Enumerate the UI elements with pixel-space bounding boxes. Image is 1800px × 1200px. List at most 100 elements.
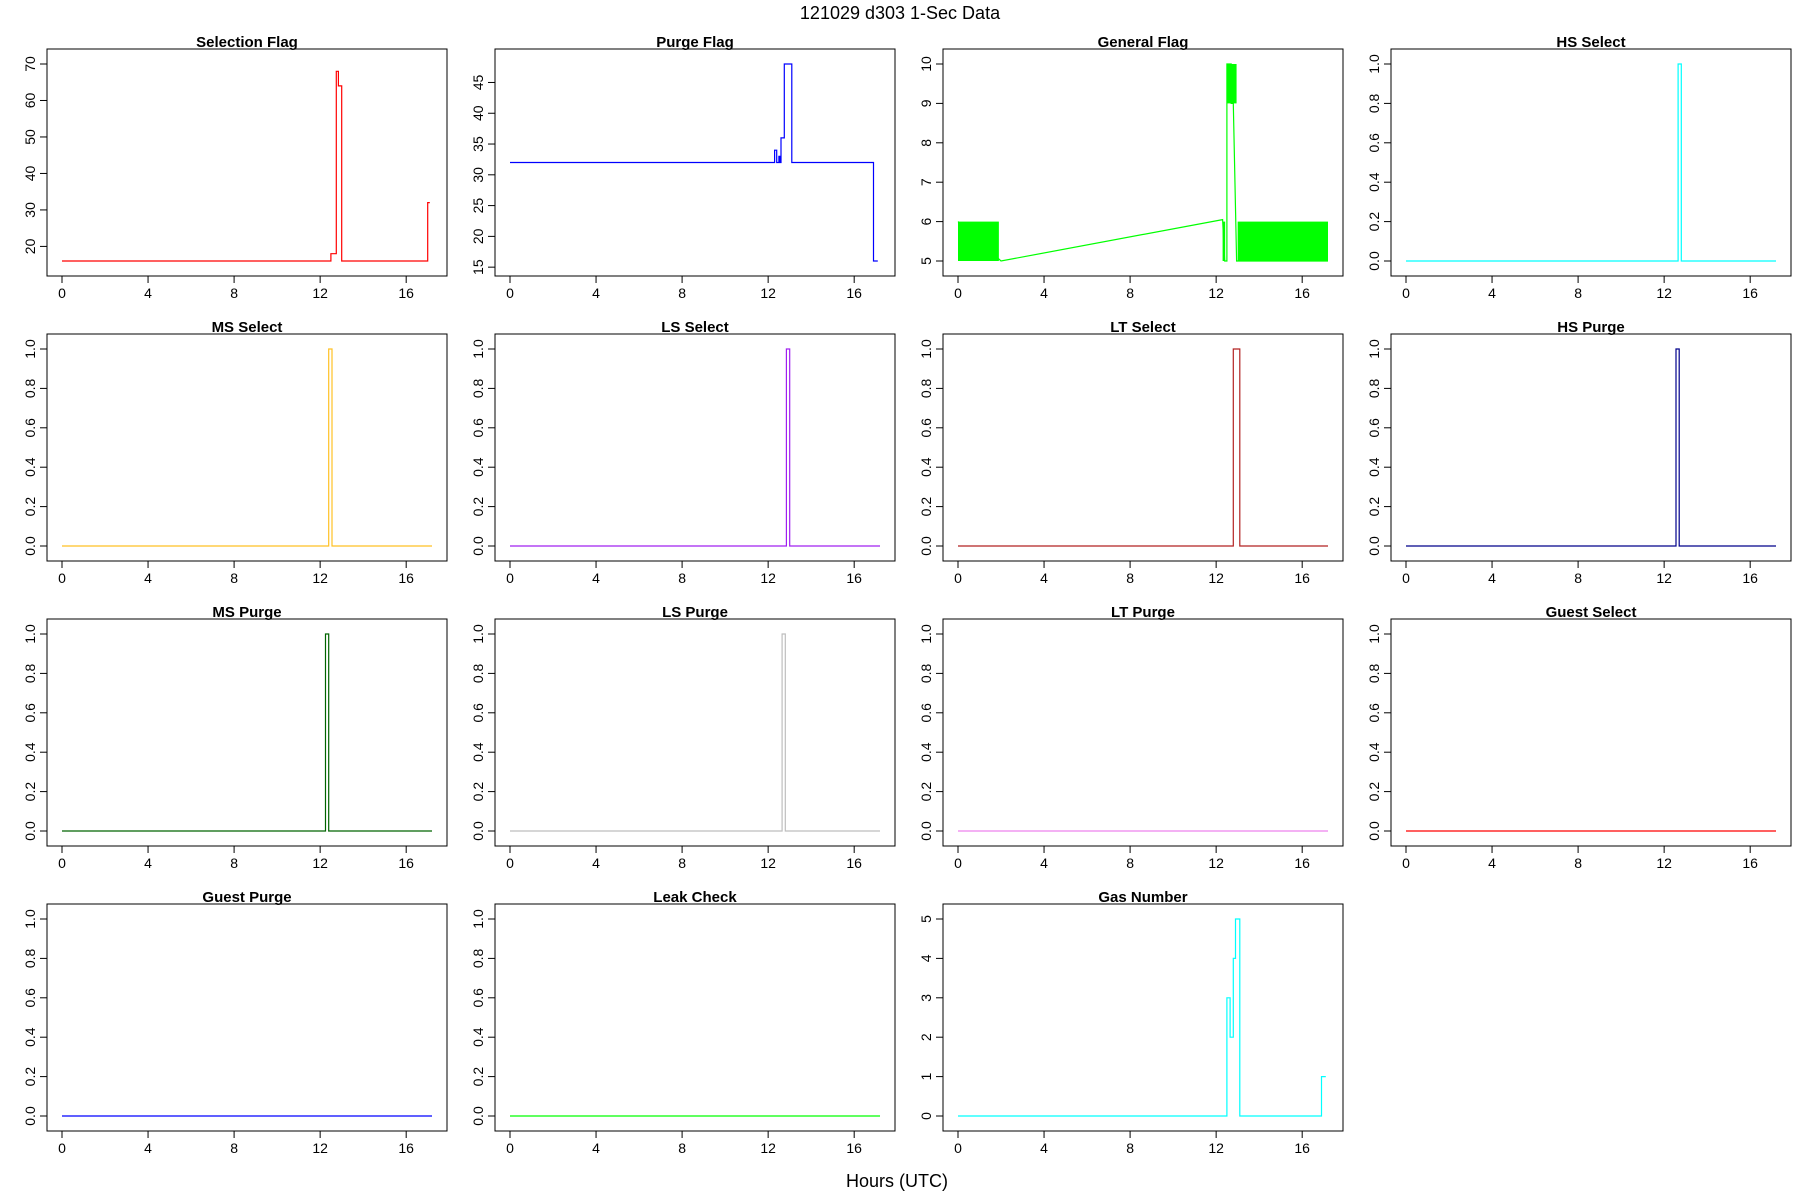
series-line — [958, 918, 1326, 1117]
y-tick-label: 30 — [22, 202, 38, 218]
y-tick-label: 45 — [470, 74, 486, 90]
x-tick-label: 12 — [1208, 1140, 1224, 1156]
x-tick-label: 12 — [312, 285, 328, 301]
x-tick-label: 16 — [846, 1140, 862, 1156]
x-tick-label: 0 — [58, 570, 66, 586]
series-line — [62, 633, 432, 832]
y-tick-label: 0.8 — [918, 378, 934, 398]
x-tick-label: 4 — [144, 570, 152, 586]
panel-hs-select: HS Select 0 4 8 12 16 0.0 0.2 0.4 0.6 0.8 1.0 — [1366, 34, 1792, 301]
series-line — [62, 348, 432, 547]
y-tick-label: 0.0 — [1366, 821, 1382, 841]
y-tick-label: 0.8 — [1366, 378, 1382, 398]
x-tick-label: 0 — [58, 1140, 66, 1156]
y-tick-label: 0.8 — [470, 378, 486, 398]
x-tick-label: 12 — [1208, 285, 1224, 301]
x-tick-label: 16 — [846, 285, 862, 301]
figure-title: 121029 d303 1-Sec Data — [800, 3, 1001, 23]
y-tick-label: 6 — [918, 217, 934, 225]
x-tick-label: 12 — [312, 570, 328, 586]
y-tick-label: 10 — [918, 56, 934, 72]
y-tick-label: 20 — [470, 228, 486, 244]
x-tick-label: 8 — [1126, 1140, 1134, 1156]
x-tick-label: 12 — [760, 570, 776, 586]
x-tick-label: 12 — [1208, 855, 1224, 871]
series-line — [510, 633, 880, 832]
x-tick-label: 0 — [506, 855, 514, 871]
y-tick-label: 0.8 — [1366, 93, 1382, 113]
y-tick-label: 0.2 — [918, 782, 934, 802]
x-tick-label: 0 — [58, 285, 66, 301]
x-tick-label: 8 — [1126, 855, 1134, 871]
x-tick-label: 16 — [398, 855, 414, 871]
x-tick-label: 0 — [954, 1140, 962, 1156]
panel-ls-select: LS Select 0 4 8 12 16 0.0 0.2 0.4 0.6 0.8 1.0 — [470, 319, 896, 586]
x-tick-label: 4 — [1040, 285, 1048, 301]
x-tick-label: 12 — [312, 855, 328, 871]
y-tick-label: 8 — [918, 139, 934, 147]
x-tick-label: 12 — [760, 1140, 776, 1156]
x-tick-label: 16 — [1294, 570, 1310, 586]
panel-frame — [942, 903, 1344, 1132]
panel-title: MS Purge — [212, 604, 281, 621]
panel-frame — [46, 903, 448, 1132]
x-tick-label: 8 — [678, 285, 686, 301]
y-tick-label: 0.2 — [470, 497, 486, 517]
y-tick-label: 35 — [470, 136, 486, 152]
x-tick-label: 8 — [230, 570, 238, 586]
y-tick-label: 0.8 — [1366, 663, 1382, 683]
y-tick-label: 0.2 — [1366, 212, 1382, 232]
x-tick-label: 12 — [760, 285, 776, 301]
panel-title: LS Select — [661, 319, 729, 336]
x-tick-label: 4 — [592, 1140, 600, 1156]
y-tick-label: 1.0 — [1366, 339, 1382, 359]
y-tick-label: 0.2 — [22, 782, 38, 802]
x-tick-label: 12 — [312, 1140, 328, 1156]
series-line — [958, 348, 1328, 547]
y-tick-label: 40 — [22, 165, 38, 181]
x-tick-label: 0 — [954, 855, 962, 871]
panel-purge-flag: Purge Flag 0 4 8 12 16 15 20 25 30 35 40 45 — [470, 34, 896, 301]
panel-frame — [942, 333, 1344, 562]
panel-frame — [46, 618, 448, 847]
x-tick-label: 8 — [1574, 570, 1582, 586]
figure-xlabel: Hours (UTC) — [846, 1171, 948, 1191]
y-tick-label: 60 — [22, 92, 38, 108]
x-tick-label: 16 — [398, 570, 414, 586]
x-tick-label: 4 — [1040, 570, 1048, 586]
x-tick-label: 16 — [1742, 855, 1758, 871]
y-tick-label: 0.4 — [22, 457, 38, 477]
panel-title: Guest Purge — [202, 889, 291, 906]
y-tick-label: 25 — [470, 198, 486, 214]
x-tick-label: 12 — [760, 855, 776, 871]
x-tick-label: 4 — [1488, 285, 1496, 301]
y-tick-label: 0.8 — [918, 663, 934, 683]
panel-frame — [494, 333, 896, 562]
y-tick-label: 1.0 — [1366, 54, 1382, 74]
y-tick-label: 0.8 — [470, 663, 486, 683]
x-tick-label: 8 — [1574, 285, 1582, 301]
panel-title: LS Purge — [662, 604, 728, 621]
x-tick-label: 8 — [1126, 285, 1134, 301]
x-tick-label: 16 — [1294, 1140, 1310, 1156]
x-tick-label: 8 — [230, 855, 238, 871]
y-tick-label: 0.0 — [22, 1106, 38, 1126]
x-tick-label: 16 — [1742, 570, 1758, 586]
y-tick-label: 0.2 — [470, 1067, 486, 1087]
series-band — [1237, 221, 1328, 261]
x-tick-label: 0 — [954, 285, 962, 301]
y-tick-label: 1.0 — [918, 624, 934, 644]
y-tick-label: 70 — [22, 56, 38, 72]
x-tick-label: 16 — [846, 570, 862, 586]
y-tick-label: 1.0 — [22, 339, 38, 359]
x-tick-label: 4 — [144, 855, 152, 871]
panel-title: HS Select — [1556, 34, 1625, 51]
panel-title: MS Select — [212, 319, 283, 336]
x-tick-label: 16 — [1294, 855, 1310, 871]
y-tick-label: 0.2 — [1366, 497, 1382, 517]
x-tick-label: 8 — [678, 1140, 686, 1156]
panel-guest-select: Guest Select 0 4 8 12 16 0.0 0.2 0.4 0.6 0.8 1.0 — [1366, 604, 1792, 871]
